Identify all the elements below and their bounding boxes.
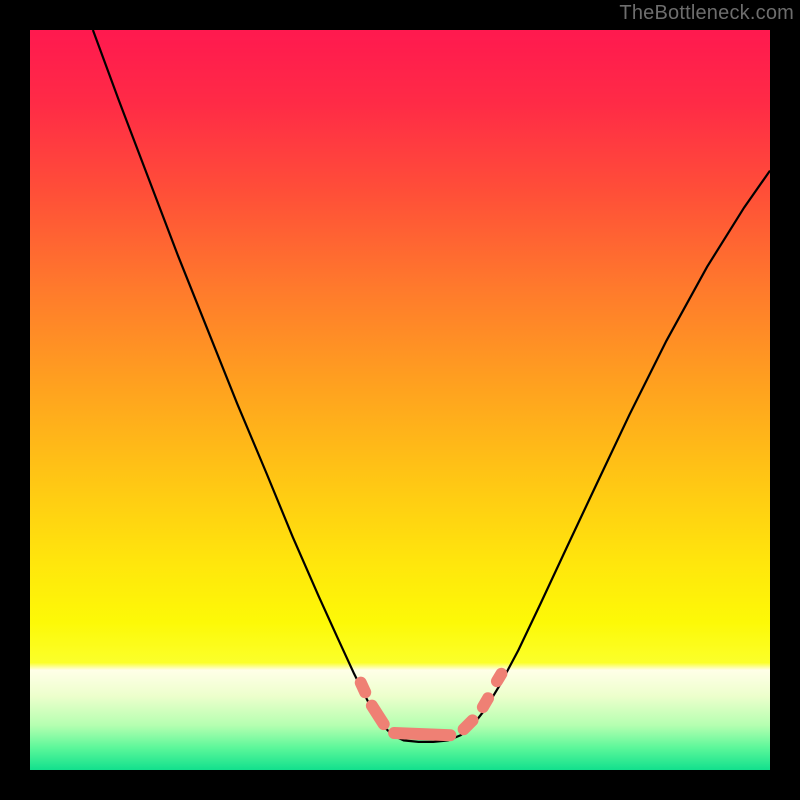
bottleneck-marker-segment bbox=[464, 720, 473, 729]
chart-stage: TheBottleneck.com bbox=[0, 0, 800, 800]
bottleneck-marker-segment bbox=[483, 698, 488, 707]
bottleneck-marker-segment bbox=[497, 674, 501, 681]
watermark-label: TheBottleneck.com bbox=[619, 2, 794, 25]
bottleneck-marker-segment bbox=[361, 683, 365, 693]
bottleneck-chart bbox=[0, 0, 800, 800]
bottleneck-marker-segment bbox=[394, 733, 450, 735]
